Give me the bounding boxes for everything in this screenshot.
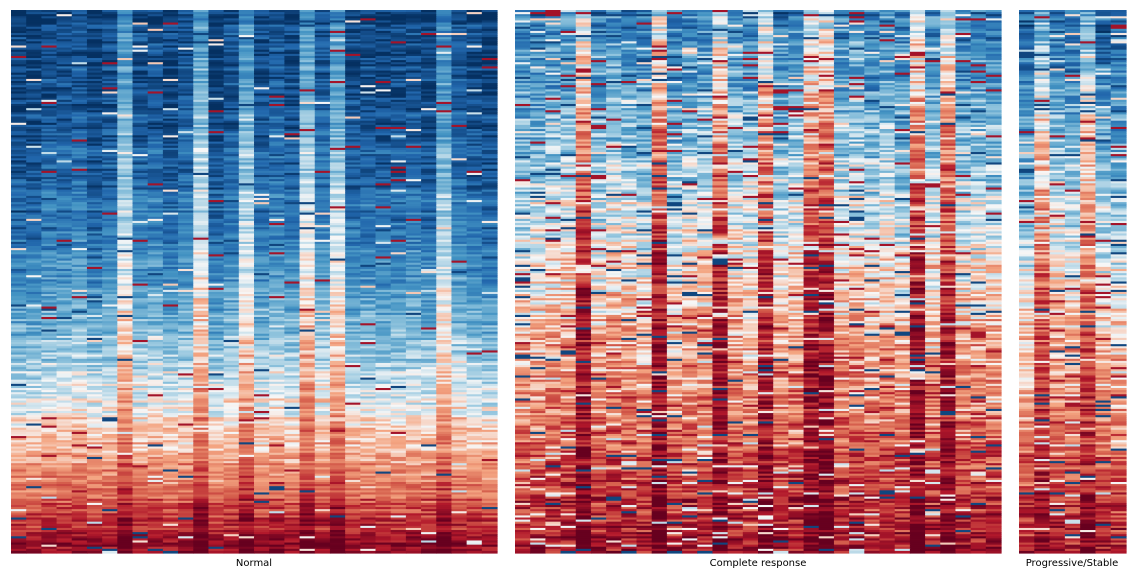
heatmap-panel-normal — [11, 10, 498, 554]
